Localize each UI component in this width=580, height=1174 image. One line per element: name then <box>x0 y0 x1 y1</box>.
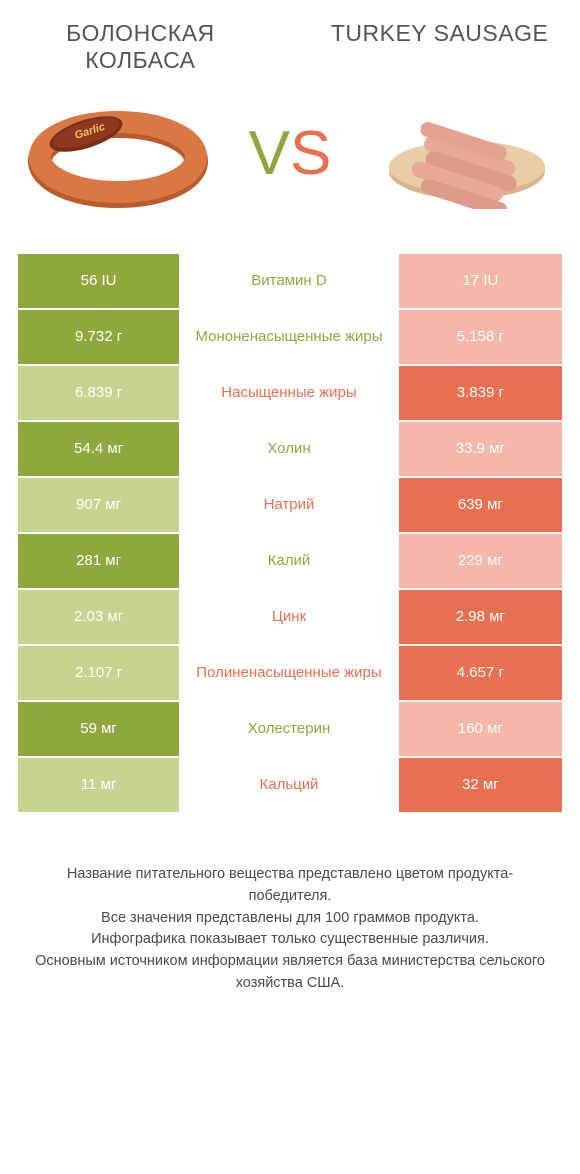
value-right: 4.657 г <box>399 646 562 700</box>
value-left: 2.107 г <box>18 646 181 700</box>
value-left: 56 IU <box>18 254 181 308</box>
value-right: 160 мг <box>399 702 562 756</box>
table-row: 907 мгНатрий639 мг <box>18 478 562 534</box>
title-left: БОЛОНСКАЯ КОЛБАСА <box>18 20 263 74</box>
footer-line: Название питательного вещества представл… <box>33 864 547 908</box>
table-row: 281 мгКалий229 мг <box>18 534 562 590</box>
value-left: 907 мг <box>18 478 181 532</box>
table-row: 2.03 мгЦинк2.98 мг <box>18 590 562 646</box>
product-image-right <box>372 99 552 209</box>
nutrient-label: Мононенасыщенные жиры <box>181 310 399 364</box>
nutrient-label: Насыщенные жиры <box>181 366 399 420</box>
value-right: 32 мг <box>399 758 562 812</box>
table-row: 11 мгКальций32 мг <box>18 758 562 814</box>
title-right: TURKEY SAUSAGE <box>317 20 562 47</box>
value-right: 229 мг <box>399 534 562 588</box>
value-left: 2.03 мг <box>18 590 181 644</box>
vs-s: S <box>290 119 331 188</box>
nutrient-label: Холин <box>181 422 399 476</box>
vs-label: VS <box>249 123 332 185</box>
value-left: 11 мг <box>18 758 181 812</box>
value-left: 281 мг <box>18 534 181 588</box>
infographic-container: БОЛОНСКАЯ КОЛБАСА TURKEY SAUSAGE Garlic … <box>0 0 580 1015</box>
value-right: 639 мг <box>399 478 562 532</box>
header: БОЛОНСКАЯ КОЛБАСА TURKEY SAUSAGE <box>18 20 562 74</box>
table-row: 54.4 мгХолин33.9 мг <box>18 422 562 478</box>
footer-line: Инфографика показывает только существенн… <box>33 929 547 951</box>
table-row: 6.839 гНасыщенные жиры3.839 г <box>18 366 562 422</box>
nutrient-label: Цинк <box>181 590 399 644</box>
footer-line: Все значения представлены для 100 граммо… <box>33 908 547 930</box>
value-right: 2.98 мг <box>399 590 562 644</box>
value-right: 33.9 мг <box>399 422 562 476</box>
footer-line: Основным источником информации является … <box>33 951 547 995</box>
vs-v: V <box>249 119 290 188</box>
nutrient-label: Полиненасыщенные жиры <box>181 646 399 700</box>
value-left: 6.839 г <box>18 366 181 420</box>
comparison-table: 56 IUВитамин D17 IU9.732 гМононенасыщенн… <box>18 254 562 814</box>
table-row: 9.732 гМононенасыщенные жиры5.158 г <box>18 310 562 366</box>
value-left: 59 мг <box>18 702 181 756</box>
value-left: 9.732 г <box>18 310 181 364</box>
nutrient-label: Холестерин <box>181 702 399 756</box>
images-row: Garlic VS <box>18 99 562 209</box>
footer-text: Название питательного вещества представл… <box>18 864 562 995</box>
table-row: 59 мгХолестерин160 мг <box>18 702 562 758</box>
value-left: 54.4 мг <box>18 422 181 476</box>
nutrient-label: Кальций <box>181 758 399 812</box>
nutrient-label: Витамин D <box>181 254 399 308</box>
table-row: 56 IUВитамин D17 IU <box>18 254 562 310</box>
value-right: 17 IU <box>399 254 562 308</box>
table-row: 2.107 гПолиненасыщенные жиры4.657 г <box>18 646 562 702</box>
nutrient-label: Калий <box>181 534 399 588</box>
value-right: 5.158 г <box>399 310 562 364</box>
product-image-left: Garlic <box>28 99 208 209</box>
value-right: 3.839 г <box>399 366 562 420</box>
nutrient-label: Натрий <box>181 478 399 532</box>
